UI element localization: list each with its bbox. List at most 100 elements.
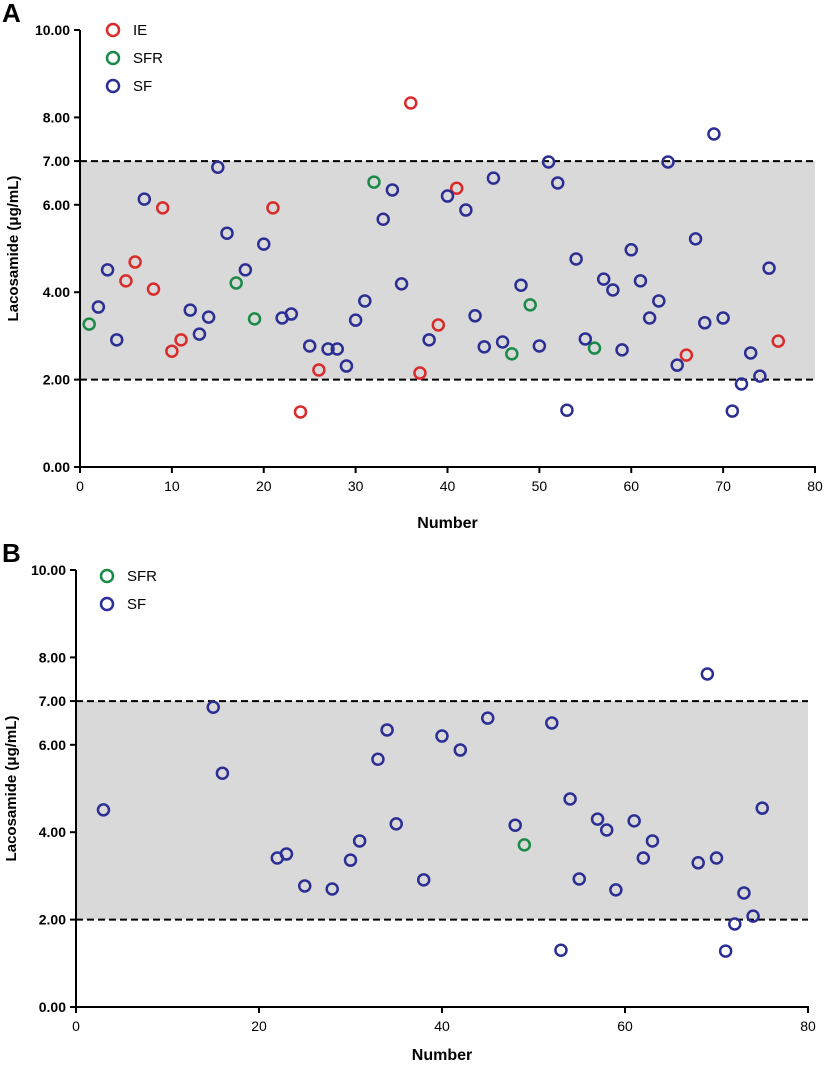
- series-sfr: [517, 838, 532, 852]
- data-point: [590, 812, 605, 826]
- data-point: [596, 272, 611, 286]
- x-tick-label: 20: [251, 1018, 267, 1034]
- data-point: [746, 909, 760, 923]
- series-sfr: [82, 175, 602, 361]
- data-point: [146, 282, 161, 296]
- x-tick-label: 30: [348, 478, 364, 494]
- data-point: [716, 311, 730, 325]
- data-point: [284, 307, 299, 321]
- data-point: [220, 226, 234, 240]
- legend-marker: [105, 22, 121, 38]
- data-point: [165, 344, 179, 358]
- data-point: [110, 333, 124, 347]
- data-point: [325, 882, 339, 896]
- data-point: [700, 667, 715, 681]
- data-point: [569, 252, 583, 266]
- panel-label: A: [2, 0, 21, 28]
- data-point: [330, 342, 344, 356]
- data-point: [385, 183, 400, 197]
- x-tick-label: 70: [715, 478, 731, 494]
- x-tick-label: 40: [440, 478, 456, 494]
- data-point: [215, 766, 230, 780]
- data-point: [440, 189, 455, 203]
- data-point: [495, 335, 510, 349]
- data-point: [389, 817, 403, 831]
- data-point: [413, 366, 427, 380]
- data-point: [624, 243, 638, 257]
- data-point: [725, 404, 740, 418]
- data-point: [551, 176, 565, 190]
- data-point: [422, 333, 436, 347]
- data-point: [615, 343, 629, 357]
- data-point: [508, 818, 522, 832]
- data-point: [554, 943, 568, 957]
- x-tick-label: 80: [800, 1018, 816, 1034]
- data-point: [486, 171, 501, 185]
- data-point: [718, 944, 733, 958]
- data-point: [477, 340, 491, 354]
- legend-label: SF: [133, 78, 152, 95]
- data-point: [459, 203, 473, 217]
- data-point: [762, 261, 776, 275]
- reference-range-band: [80, 161, 815, 380]
- data-point: [128, 255, 142, 269]
- y-tick-label: 2.00: [39, 912, 66, 928]
- x-axis-label: Number: [412, 1047, 472, 1064]
- legend-label: SFR: [127, 568, 157, 585]
- y-tick-label: 4.00: [43, 284, 70, 300]
- legend-label: IE: [133, 22, 147, 39]
- data-point: [753, 369, 767, 383]
- data-point: [679, 348, 694, 362]
- data-point: [709, 851, 724, 865]
- data-point: [645, 834, 660, 848]
- data-point: [707, 127, 721, 141]
- data-point: [609, 883, 623, 897]
- data-point: [82, 317, 96, 331]
- y-tick-label: 7.00: [43, 153, 70, 169]
- data-point: [737, 886, 751, 900]
- panel-label: B: [2, 538, 21, 568]
- data-point: [257, 237, 271, 251]
- x-tick-label: 50: [532, 478, 548, 494]
- data-point: [312, 363, 326, 377]
- data-point: [238, 263, 253, 277]
- x-tick-label: 20: [256, 478, 272, 494]
- y-tick-label: 8.00: [39, 649, 66, 665]
- legend-marker: [105, 78, 121, 94]
- y-tick-label: 8.00: [43, 109, 70, 125]
- data-point: [505, 347, 519, 361]
- data-point: [266, 201, 280, 215]
- y-tick-label: 6.00: [39, 737, 66, 753]
- x-tick-label: 0: [76, 478, 84, 494]
- x-axis-label: Number: [417, 515, 477, 532]
- x-tick-label: 0: [72, 1018, 80, 1034]
- data-point: [481, 711, 495, 725]
- data-point: [606, 283, 620, 297]
- y-axis-label: Lacosamide (μg/mL): [3, 716, 20, 862]
- data-point: [352, 834, 367, 848]
- data-point: [201, 310, 216, 324]
- data-point: [449, 181, 464, 195]
- reference-range-band: [76, 701, 808, 920]
- data-point: [771, 334, 785, 348]
- data-point: [343, 853, 358, 867]
- data-point: [358, 294, 372, 308]
- data-point: [755, 801, 769, 815]
- series-ie: [119, 96, 785, 419]
- data-point: [453, 743, 468, 757]
- legend-marker: [99, 568, 115, 584]
- data-point: [599, 823, 614, 837]
- data-point: [642, 311, 657, 325]
- legend: IE SFR SF: [105, 22, 163, 95]
- x-tick-label: 10: [164, 478, 180, 494]
- y-tick-label: 2.00: [43, 372, 70, 388]
- data-point: [279, 847, 294, 861]
- data-point: [229, 276, 243, 290]
- data-point: [137, 192, 152, 206]
- data-point: [532, 339, 547, 353]
- data-point: [661, 155, 675, 169]
- legend-marker: [99, 596, 115, 612]
- data-point: [468, 309, 482, 323]
- data-point: [633, 274, 648, 288]
